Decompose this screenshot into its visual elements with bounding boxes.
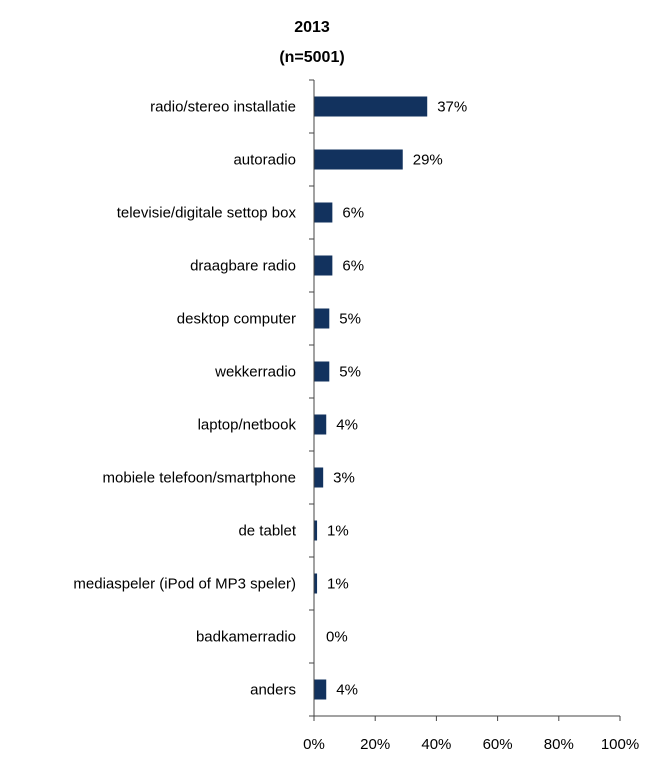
data-label: 6% — [342, 258, 364, 275]
x-tick-label: 60% — [483, 736, 513, 753]
bar — [314, 520, 318, 541]
bar — [314, 573, 318, 594]
chart-title: 2013 — [294, 19, 330, 36]
data-label: 29% — [413, 152, 443, 169]
x-tick-label: 80% — [544, 736, 574, 753]
bar — [314, 96, 428, 117]
category-label: badkamerradio — [196, 629, 296, 646]
category-label: televisie/digitale settop box — [117, 205, 297, 222]
data-label: 37% — [437, 99, 467, 116]
x-axis: 0% 20% 40% 60% 80% 100% — [303, 79, 639, 753]
category-label: mediaspeler (iPod of MP3 speler) — [73, 576, 296, 593]
bars-group: radio/stereo installatie 37% autoradio 29% t… — [73, 96, 467, 700]
category-label: autoradio — [233, 152, 296, 169]
data-label: 5% — [339, 364, 361, 381]
x-tick-label: 40% — [421, 736, 451, 753]
category-label: de tablet — [238, 523, 296, 540]
bar — [314, 467, 324, 488]
bar — [314, 308, 330, 329]
data-label: 6% — [342, 205, 364, 222]
category-label: draagbare radio — [190, 258, 296, 275]
category-label: laptop/netbook — [198, 417, 297, 434]
bar — [314, 414, 327, 435]
data-label: 1% — [327, 576, 349, 593]
x-tick-label: 20% — [360, 736, 390, 753]
bar — [314, 202, 333, 223]
bar — [314, 149, 403, 170]
category-label: desktop computer — [177, 311, 296, 328]
chart-subtitle: (n=5001) — [279, 49, 344, 66]
data-label: 1% — [327, 523, 349, 540]
data-label: 4% — [336, 417, 358, 434]
category-label: radio/stereo installatie — [150, 99, 296, 116]
x-tick-label: 0% — [303, 736, 325, 753]
bar — [314, 679, 327, 700]
data-label: 4% — [336, 682, 358, 699]
data-label: 3% — [333, 470, 355, 487]
data-label: 5% — [339, 311, 361, 328]
category-label: anders — [250, 682, 296, 699]
data-label: 0% — [326, 629, 348, 646]
bar — [314, 361, 330, 382]
category-label: wekkerradio — [214, 364, 296, 381]
category-label: mobiele telefoon/smartphone — [103, 470, 296, 487]
bar — [314, 255, 333, 276]
x-tick-label: 100% — [601, 736, 639, 753]
